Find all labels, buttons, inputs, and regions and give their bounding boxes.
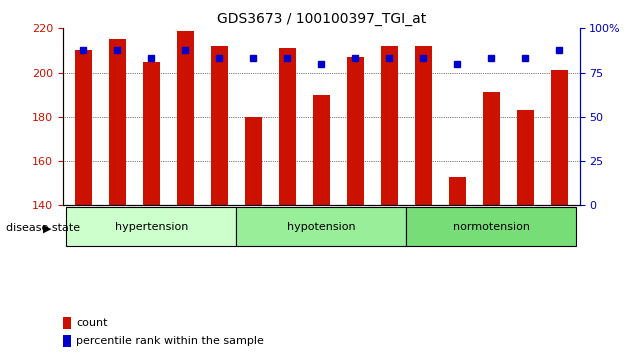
Bar bbox=[63, 335, 71, 347]
FancyBboxPatch shape bbox=[236, 207, 406, 246]
Title: GDS3673 / 100100397_TGI_at: GDS3673 / 100100397_TGI_at bbox=[217, 12, 426, 26]
Bar bbox=[177, 30, 194, 205]
Bar bbox=[346, 57, 364, 205]
Bar bbox=[245, 117, 262, 205]
Bar bbox=[279, 48, 296, 205]
Text: ▶: ▶ bbox=[43, 223, 52, 233]
Bar bbox=[313, 95, 329, 205]
Bar bbox=[449, 177, 466, 205]
Bar bbox=[483, 92, 500, 205]
Bar bbox=[109, 39, 126, 205]
FancyBboxPatch shape bbox=[66, 207, 236, 246]
Bar bbox=[75, 50, 92, 205]
FancyBboxPatch shape bbox=[406, 207, 576, 246]
Bar bbox=[211, 46, 228, 205]
Text: count: count bbox=[76, 318, 107, 328]
Bar bbox=[551, 70, 568, 205]
Text: hypertension: hypertension bbox=[115, 222, 188, 232]
Bar bbox=[381, 46, 398, 205]
Bar bbox=[63, 317, 71, 329]
Bar bbox=[143, 62, 160, 205]
Text: hypotension: hypotension bbox=[287, 222, 355, 232]
Text: normotension: normotension bbox=[453, 222, 530, 232]
Bar bbox=[415, 46, 432, 205]
Text: percentile rank within the sample: percentile rank within the sample bbox=[76, 336, 264, 346]
Text: disease state: disease state bbox=[6, 223, 81, 233]
Bar bbox=[517, 110, 534, 205]
